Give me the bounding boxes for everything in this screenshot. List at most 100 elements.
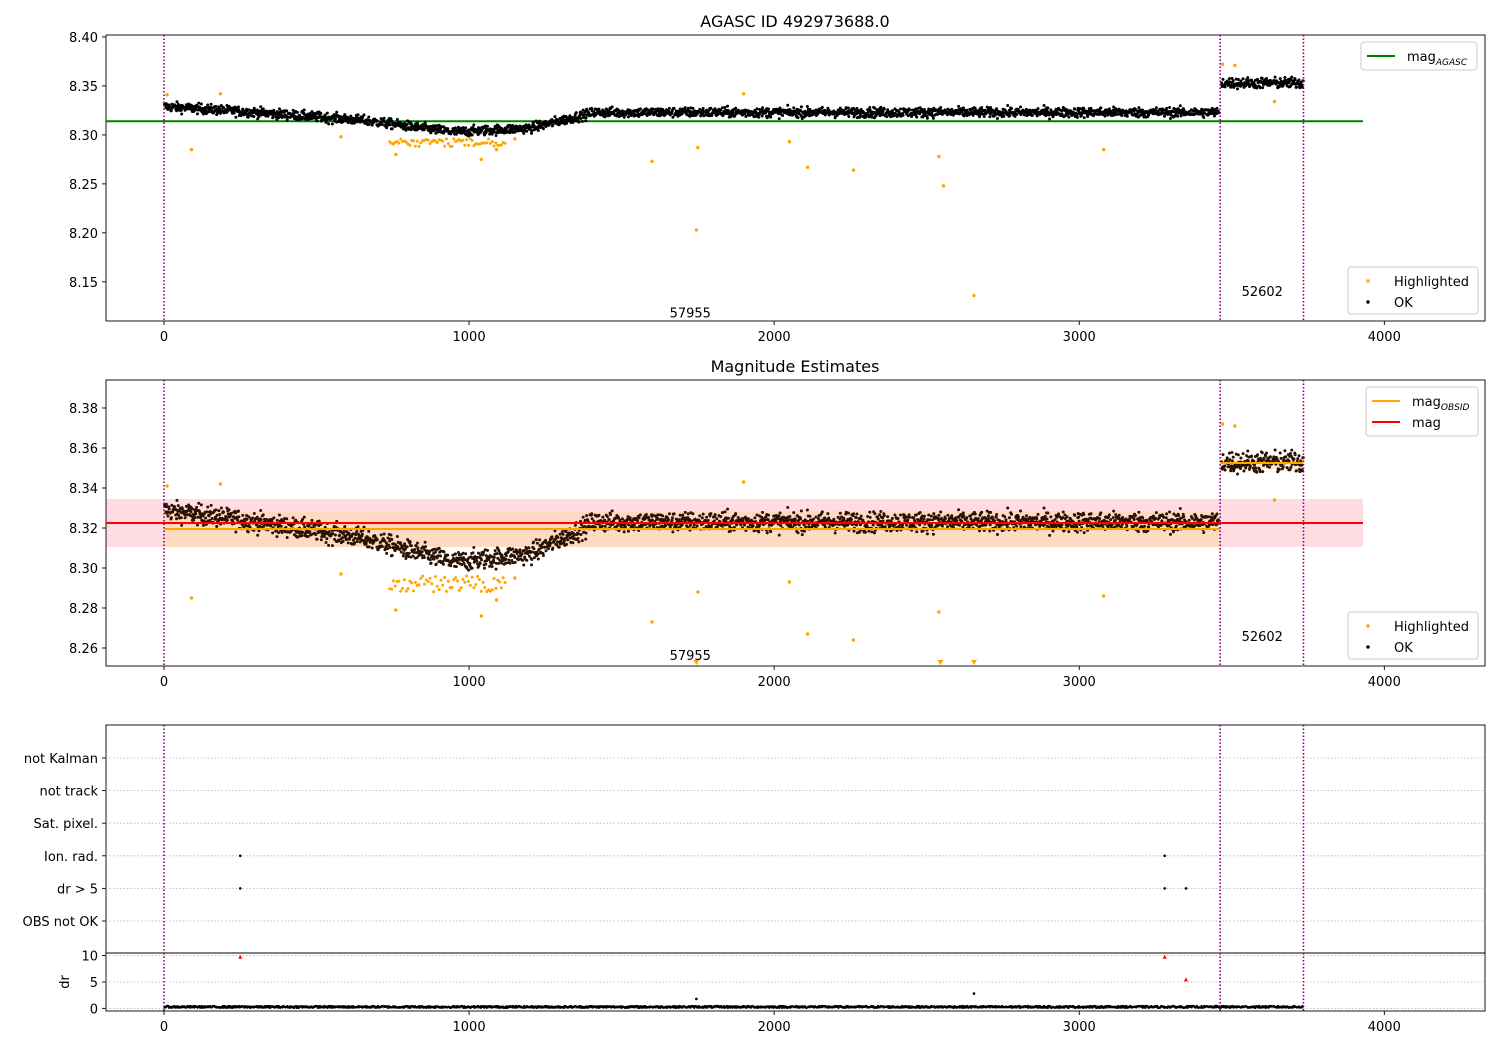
ok-point <box>370 546 374 550</box>
ok-point <box>672 106 676 110</box>
ok-point <box>341 120 345 124</box>
ok-point <box>434 131 438 135</box>
ok-point <box>1006 104 1010 108</box>
ok-point <box>1004 518 1008 522</box>
ok-point <box>709 106 713 110</box>
ok-point <box>751 524 755 528</box>
ok-point <box>285 535 289 539</box>
ok-point <box>500 553 504 557</box>
ok-point <box>566 119 570 123</box>
ok-point <box>1176 114 1180 118</box>
ok-point <box>275 518 279 522</box>
ok-point <box>777 514 781 518</box>
ok-point <box>950 514 954 518</box>
ok-point <box>907 515 911 519</box>
ok-point <box>915 115 919 119</box>
ok-point <box>811 109 815 113</box>
ok-point <box>899 513 903 517</box>
ok-point <box>1246 76 1250 80</box>
ok-point <box>349 114 353 118</box>
ok-point <box>1236 87 1240 91</box>
ok-point <box>1125 114 1129 118</box>
ok-point <box>291 516 295 520</box>
ok-point <box>319 112 323 116</box>
highlighted-point <box>485 141 489 145</box>
y-tick-label: 8.30 <box>69 129 98 144</box>
ok-point <box>706 110 710 114</box>
ok-point <box>777 533 781 537</box>
ok-point <box>511 130 515 134</box>
ok-point <box>428 125 432 129</box>
ok-point <box>407 551 411 555</box>
highlighted-point <box>694 228 699 232</box>
ok-point <box>266 114 270 118</box>
ok-point <box>252 106 256 110</box>
ok-point <box>557 545 561 549</box>
obsid-label: 52602 <box>1242 285 1283 300</box>
ok-point <box>464 552 468 556</box>
ok-point <box>360 532 364 536</box>
ok-point <box>222 106 226 110</box>
ok-point <box>866 515 870 519</box>
ok-point <box>277 531 281 535</box>
ok-point <box>1086 114 1090 118</box>
highlighted-point <box>465 138 469 142</box>
legend-subscript: AGASC <box>1435 58 1468 68</box>
ok-point <box>931 532 935 536</box>
ok-point <box>976 517 980 521</box>
ok-point <box>757 530 761 534</box>
ok-point <box>820 105 824 109</box>
ok-point <box>530 550 534 554</box>
ok-point <box>1165 106 1169 110</box>
ok-point <box>556 535 560 539</box>
ok-point <box>699 114 703 118</box>
ok-point <box>331 532 335 536</box>
ok-point <box>422 128 426 132</box>
ok-point <box>667 518 671 522</box>
ok-point <box>536 128 540 132</box>
ok-point <box>291 108 295 112</box>
ok-point <box>767 513 771 517</box>
ok-point <box>579 532 583 536</box>
ok-point <box>492 555 496 559</box>
ok-point <box>169 108 173 112</box>
ok-point <box>505 561 509 565</box>
ok-point <box>799 509 803 513</box>
ok-point <box>429 131 433 135</box>
ok-point <box>527 546 531 550</box>
highlighted-point <box>1233 63 1237 68</box>
y-tick-label: 8.34 <box>69 482 98 497</box>
ok-point <box>855 106 859 110</box>
legend-label: mag <box>1407 50 1436 65</box>
ok-point <box>382 532 386 536</box>
ok-point <box>341 536 345 540</box>
highlighted-point <box>415 139 419 143</box>
ok-point <box>690 519 694 523</box>
ok-point <box>1019 525 1023 529</box>
ok-point <box>847 114 851 118</box>
ok-point <box>210 517 214 521</box>
ok-point <box>405 545 409 549</box>
ok-point <box>585 514 589 518</box>
ok-point <box>870 115 874 119</box>
highlighted-point <box>1220 62 1225 67</box>
ok-point <box>480 129 484 133</box>
ok-point <box>356 525 360 529</box>
ok-point <box>310 518 314 522</box>
ok-point <box>272 516 276 520</box>
ok-point <box>399 550 403 554</box>
ok-point <box>622 115 626 119</box>
ok-point <box>670 516 674 520</box>
ok-point <box>1202 116 1206 120</box>
ok-point <box>726 109 730 113</box>
ok-point <box>904 523 908 527</box>
ok-point <box>946 513 950 517</box>
ok-point <box>826 512 830 516</box>
ok-point <box>237 108 241 112</box>
ok-point <box>279 524 283 528</box>
ok-point <box>761 510 765 514</box>
ok-point <box>638 107 642 111</box>
ok-point <box>899 107 903 111</box>
ok-point <box>196 515 200 519</box>
y-tick-label: 8.40 <box>69 31 98 46</box>
